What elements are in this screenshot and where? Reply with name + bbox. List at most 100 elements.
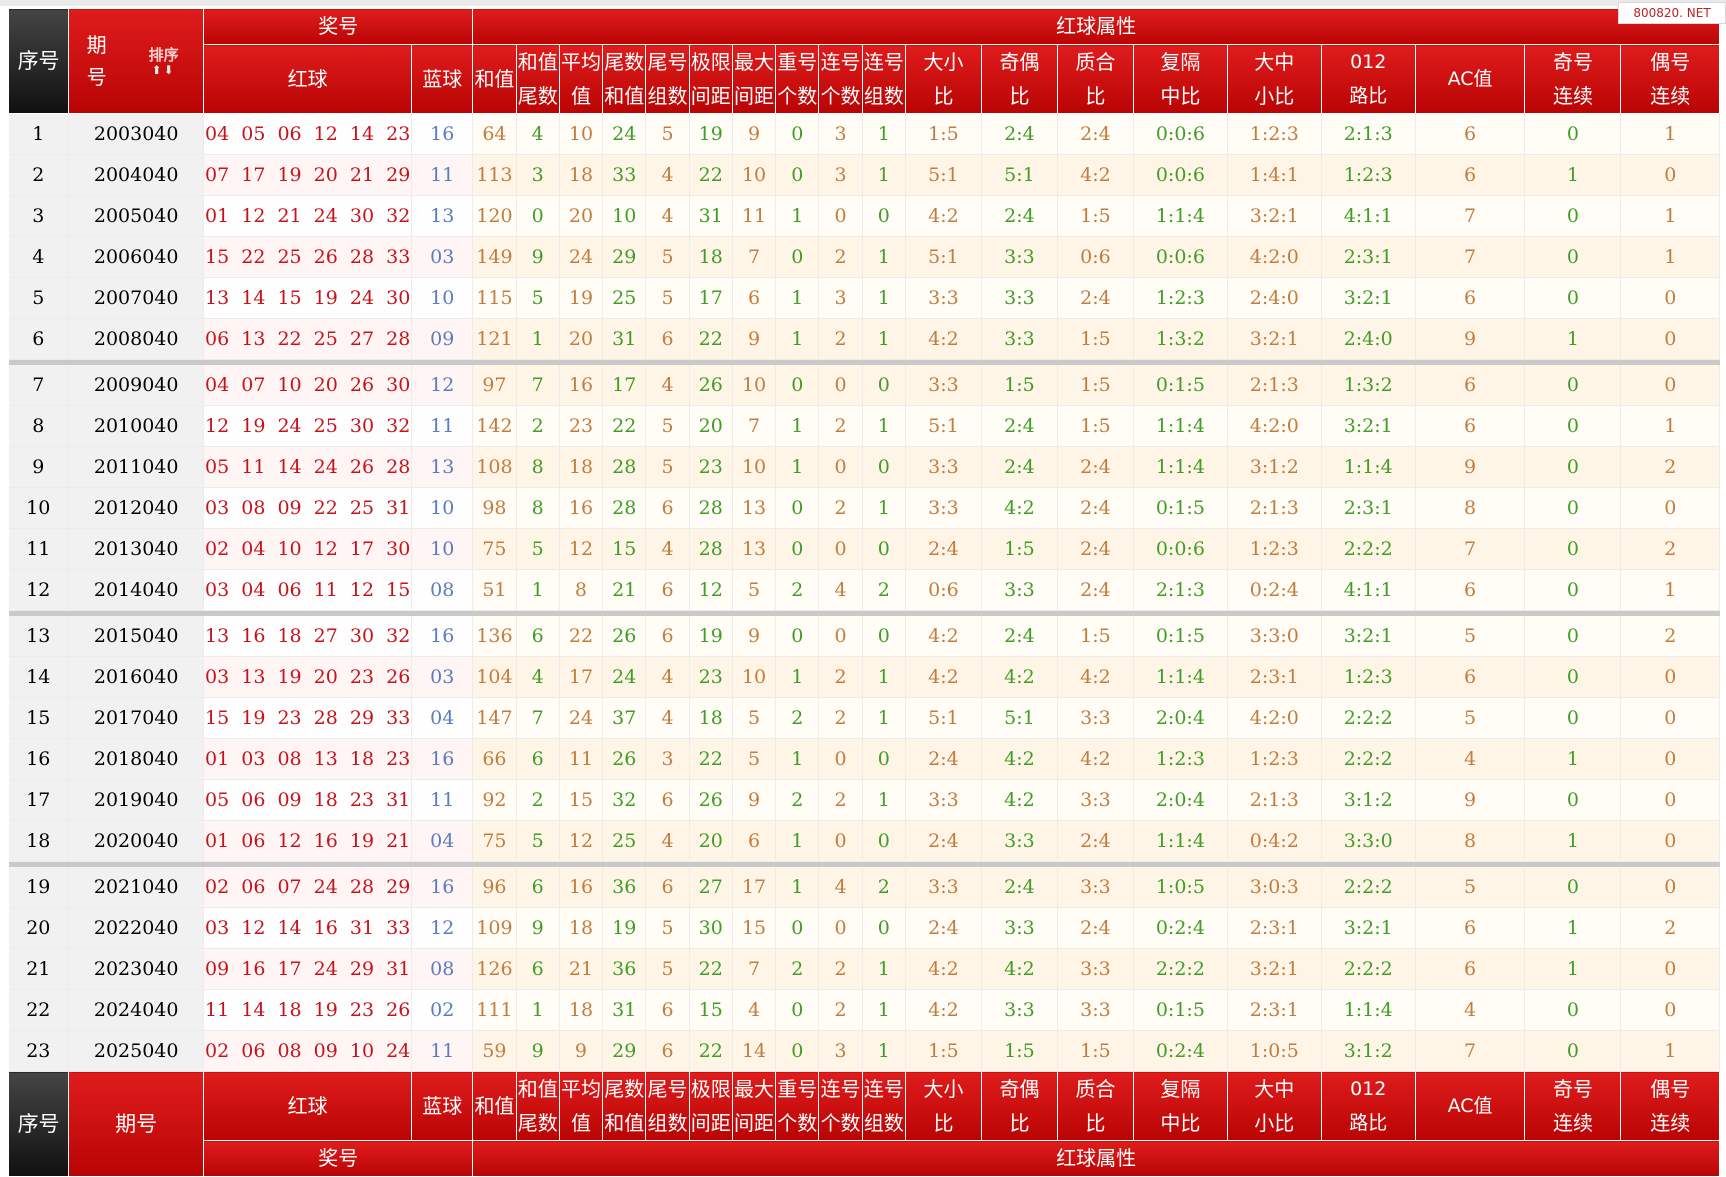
cell-odd-even: 1:5 <box>981 365 1058 406</box>
cell-big-mid-small: 4:2:0 <box>1227 697 1322 739</box>
cell-prime-composite: 2:4 <box>1057 446 1134 488</box>
period-header-top: 期 <box>86 33 107 57</box>
cell-odd-even: 2:4 <box>981 616 1058 657</box>
cell-avg: 8 <box>559 569 604 611</box>
cell-consec-count: 2 <box>818 697 863 739</box>
cell-max-gap: 10 <box>732 446 777 488</box>
cell-repeat-mid: 0:0:6 <box>1133 528 1228 570</box>
cell-odd-consec: 0 <box>1524 113 1622 155</box>
cell-even-consec: 1 <box>1620 1030 1720 1072</box>
group-separator <box>8 861 1720 867</box>
cell-even-consec: 1 <box>1620 405 1720 447</box>
cell-big-small: 1:5 <box>905 1030 982 1072</box>
cell-repeat-mid: 1:3:2 <box>1133 318 1228 360</box>
cell-repeat-mid: 1:1:4 <box>1133 195 1228 237</box>
cell-max-gap: 14 <box>732 1030 777 1072</box>
head-attr-col-17-line1: 奇号 <box>1552 50 1593 74</box>
cell-repeat-count: 0 <box>775 236 820 278</box>
cell-big-small: 4:2 <box>905 656 982 698</box>
cell-odd-consec: 0 <box>1524 656 1622 698</box>
separator-cell <box>8 861 1720 867</box>
foot-attr-col-0: 和值 <box>472 1071 517 1141</box>
sort-button[interactable]: 排序 ⬆⬇ <box>142 46 186 76</box>
foot-attr-col-18-line1: 偶号 <box>1650 1077 1691 1101</box>
cell-repeat-mid: 0:1:5 <box>1133 487 1228 529</box>
table-row: 18 2020040 01 06 12 16 19 21 04 75 5 12 25 4 20 6 1… <box>8 820 1720 862</box>
attrs-group-header: 红球属性 <box>472 8 1720 45</box>
cell-big-small: 5:1 <box>905 697 982 739</box>
cell-extreme-gap: 15 <box>689 989 733 1031</box>
cell-road-012: 2:2:2 <box>1321 948 1416 990</box>
cell-blue-ball: 02 <box>411 989 474 1031</box>
cell-red-balls: 15 19 23 28 29 33 <box>203 697 413 739</box>
cell-even-consec: 0 <box>1620 487 1720 529</box>
cell-avg: 15 <box>559 779 604 821</box>
period-header-bottom: 号 <box>86 65 107 89</box>
foot-prize-group-header: 奖号 <box>203 1140 474 1177</box>
table-row: 20 2022040 03 12 14 16 31 33 12 109 9 18 19 5 30 1… <box>8 907 1720 949</box>
cell-extreme-gap: 22 <box>689 318 733 360</box>
cell-consec-count: 0 <box>818 195 863 237</box>
cell-big-mid-small: 1:0:5 <box>1227 1030 1322 1072</box>
foot-attr-col-18: 偶号 连续 <box>1620 1071 1720 1141</box>
cell-consec-count: 3 <box>818 1030 863 1072</box>
cell-prime-composite: 1:5 <box>1057 405 1134 447</box>
cell-consec-groups: 0 <box>862 907 906 949</box>
cell-big-mid-small: 2:3:1 <box>1227 907 1322 949</box>
cell-consec-groups: 1 <box>862 948 906 990</box>
cell-repeat-count: 1 <box>775 277 820 319</box>
cell-big-mid-small: 0:4:2 <box>1227 820 1322 862</box>
foot-attr-col-12-line2: 比 <box>1085 1111 1106 1135</box>
cell-tail-groups: 6 <box>645 569 690 611</box>
cell-sum: 147 <box>472 697 517 739</box>
cell-repeat-mid: 2:0:4 <box>1133 779 1228 821</box>
cell-sum-tail: 6 <box>516 616 560 657</box>
cell-odd-even: 3:3 <box>981 989 1058 1031</box>
head-attr-col-6-line1: 最大 <box>734 50 775 74</box>
cell-blue-ball: 10 <box>411 277 474 319</box>
cell-red-balls: 05 06 09 18 23 31 <box>203 779 413 821</box>
cell-odd-even: 3:3 <box>981 820 1058 862</box>
separator-cell <box>8 610 1720 616</box>
foot-attr-col-2-line1: 平均 <box>560 1077 601 1101</box>
prize-group-header: 奖号 <box>203 8 474 45</box>
table-body: 1 2003040 04 05 06 12 14 23 16 64 4 10 24 5 19 9 0 3… <box>8 113 1720 1072</box>
cell-period: 2010040 <box>68 405 205 447</box>
cell-even-consec: 0 <box>1620 738 1720 780</box>
foot-attr-col-12: 质合比 <box>1056 1071 1134 1141</box>
cell-road-012: 3:2:1 <box>1321 277 1416 319</box>
table-row: 11 2013040 02 04 10 12 17 30 10 75 5 12 15 4 28 13… <box>8 528 1720 570</box>
cell-odd-even: 2:4 <box>981 195 1058 237</box>
cell-blue-ball: 08 <box>411 569 474 611</box>
head-attr-col-2-line1: 平均 <box>560 50 601 74</box>
table-row: 2 2004040 07 17 19 20 21 29 11 113 3 18 33 4 22 10… <box>8 154 1720 196</box>
cell-ac-value: 7 <box>1415 1030 1526 1072</box>
cell-blue-ball: 10 <box>411 487 474 529</box>
cell-tail-sum: 36 <box>602 867 647 908</box>
head-attr-col-1-line1: 和值 <box>517 50 558 74</box>
cell-odd-consec: 0 <box>1524 697 1622 739</box>
foot-attr-col-13: 复隔 中比 <box>1132 1071 1228 1141</box>
cell-prime-composite: 1:5 <box>1057 195 1134 237</box>
cell-red-balls: 06 13 22 25 27 28 <box>203 318 413 360</box>
cell-odd-consec: 0 <box>1524 195 1622 237</box>
cell-odd-even: 4:2 <box>981 738 1058 780</box>
table-row: 3 2005040 01 12 21 24 30 32 13 120 0 20 10 4 31 11… <box>8 195 1720 237</box>
foot-attr-col-17-line2: 连续 <box>1552 1111 1593 1135</box>
cell-sum: 66 <box>472 738 517 780</box>
cell-odd-even: 2:4 <box>981 446 1058 488</box>
cell-ac-value: 6 <box>1415 365 1526 406</box>
table-row: 6 2008040 06 13 22 25 27 28 09 121 1 20 31 6 22 9 1… <box>8 318 1720 360</box>
cell-ac-value: 6 <box>1415 154 1526 196</box>
cell-sum-tail: 1 <box>516 569 560 611</box>
cell-tail-groups: 5 <box>645 907 690 949</box>
cell-max-gap: 9 <box>732 113 777 155</box>
cell-even-consec: 0 <box>1620 820 1720 862</box>
cell-tail-groups: 4 <box>645 528 690 570</box>
table-row: 13 2015040 13 16 18 27 30 32 16 136 6 22 26 6 19 9… <box>8 616 1720 657</box>
head-attr-col-11-line2: 比 <box>1009 84 1030 108</box>
cell-consec-count: 3 <box>818 277 863 319</box>
cell-repeat-mid: 0:2:4 <box>1133 1030 1228 1072</box>
cell-ac-value: 5 <box>1415 697 1526 739</box>
col-period-header[interactable]: 期 号 排序 ⬆⬇ <box>68 8 205 114</box>
